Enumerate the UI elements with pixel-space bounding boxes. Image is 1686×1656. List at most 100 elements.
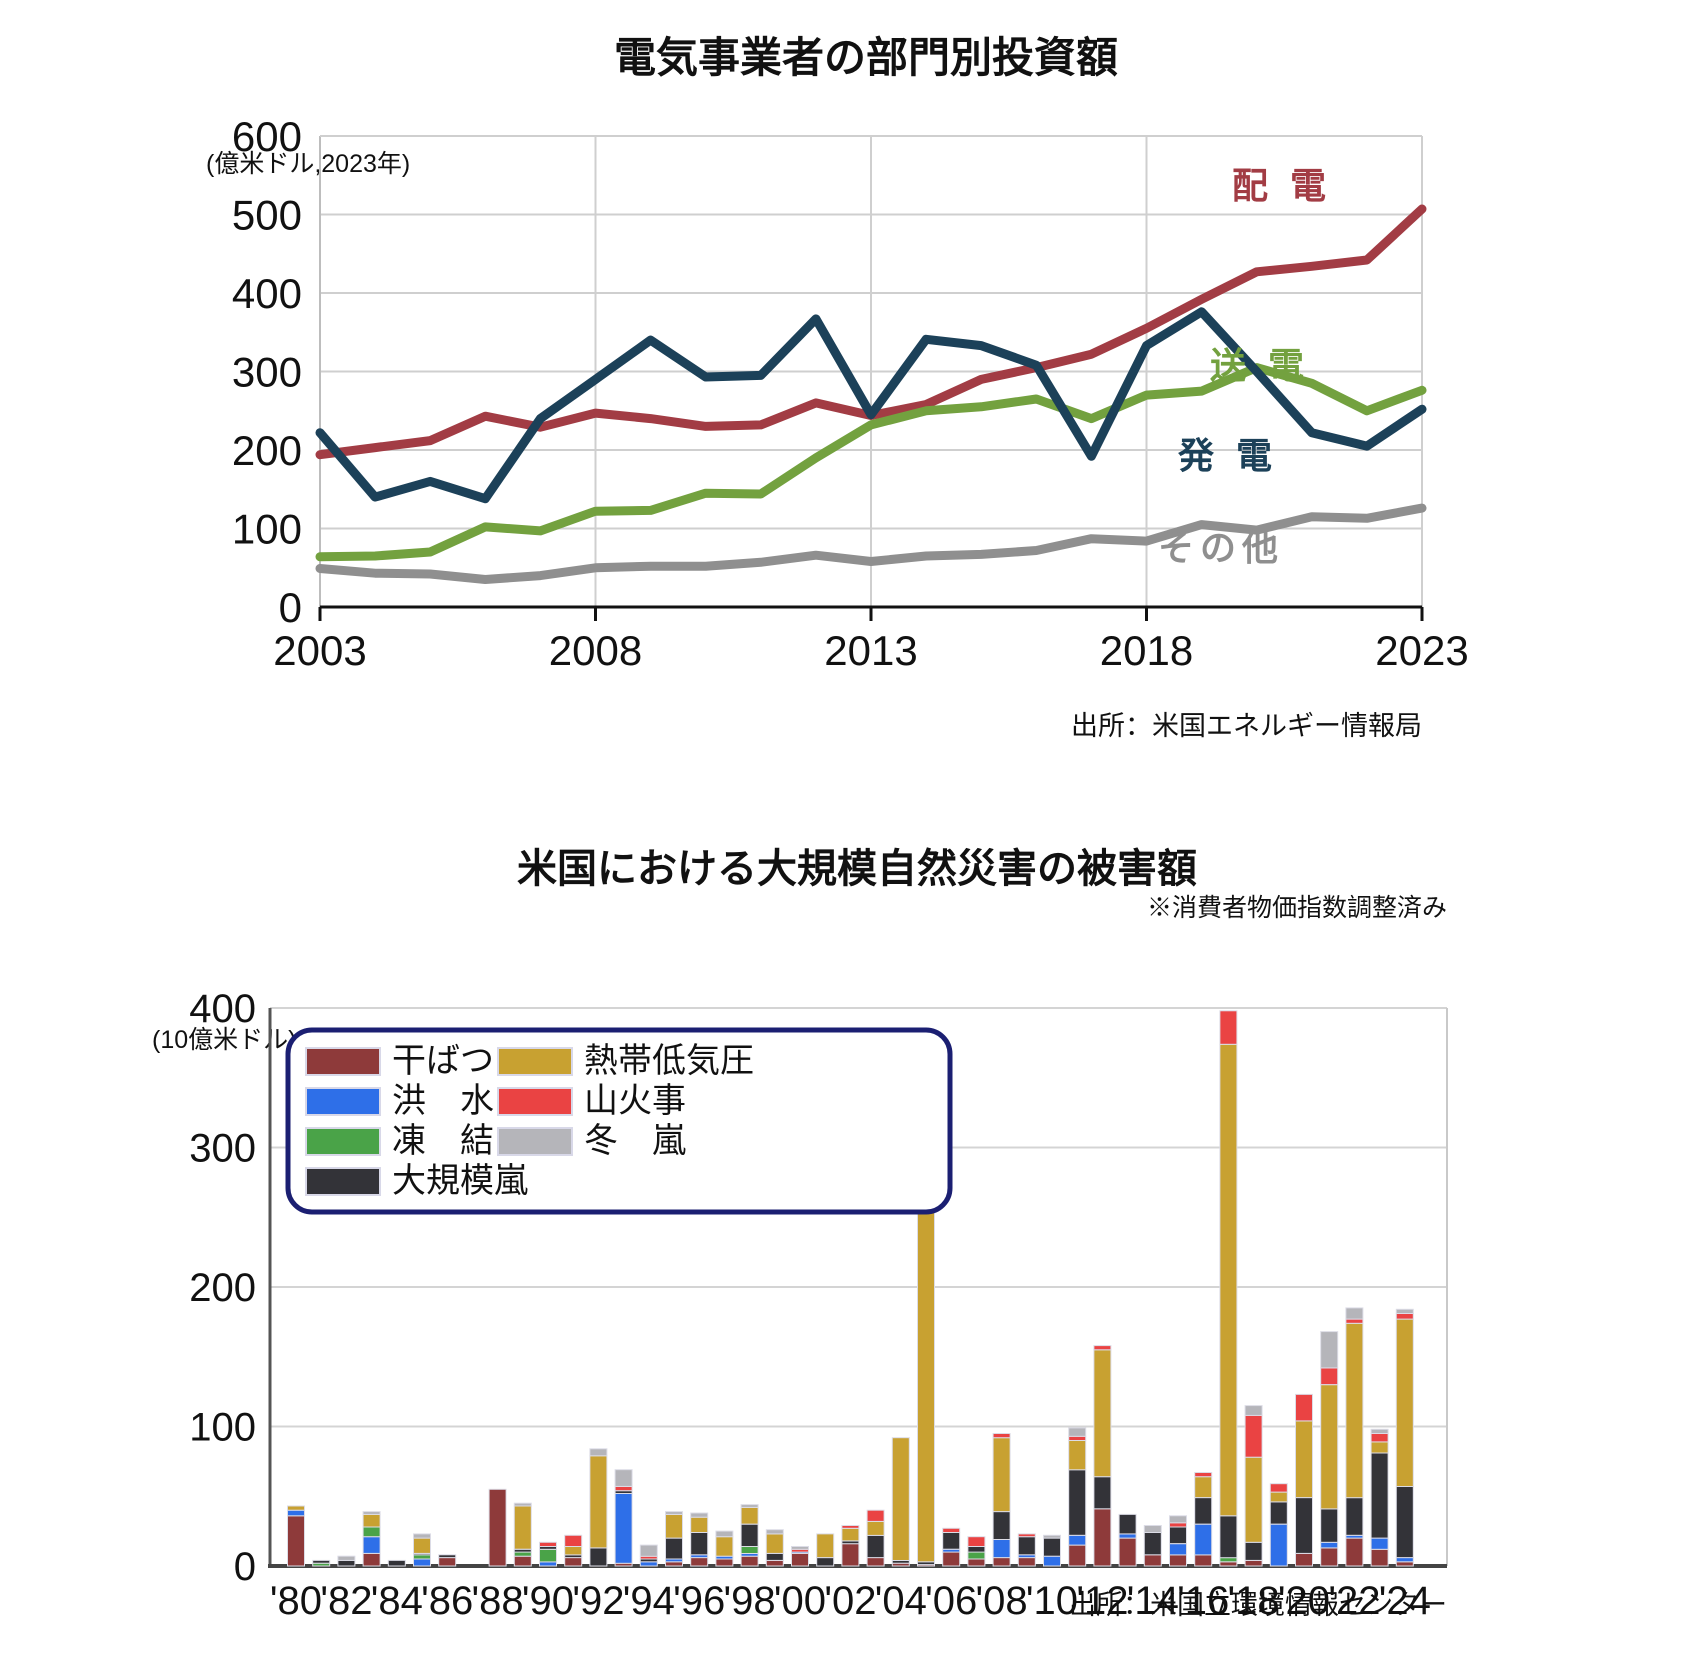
bar-seg-tropical_cyclone bbox=[1395, 1318, 1414, 1487]
chart2-unit-label: (10億米ドル) bbox=[152, 1026, 296, 1054]
bar-seg-tropical_cyclone bbox=[362, 1513, 381, 1528]
bar-seg-freeze bbox=[967, 1551, 986, 1560]
bar-seg-drought bbox=[1395, 1561, 1414, 1567]
bar-seg-wildfire bbox=[1244, 1414, 1263, 1458]
bar-seg-tropical_cyclone bbox=[564, 1546, 583, 1556]
chart1-unit-label: (億米ドル,2023年) bbox=[206, 150, 410, 178]
bar-seg-flood bbox=[942, 1548, 961, 1553]
bar-seg-winter_storm bbox=[690, 1512, 709, 1518]
bar-seg-drought bbox=[1295, 1552, 1313, 1567]
bar-seg-severe_storm bbox=[765, 1552, 784, 1561]
bar-seg-severe_storm bbox=[1269, 1501, 1288, 1525]
legend-swatch-winter_storm bbox=[497, 1127, 573, 1156]
chart1-source: 出所：米国エネルギー情報局 bbox=[1071, 711, 1422, 741]
x-tick-label: '10 bbox=[1026, 1579, 1078, 1623]
legend-swatch-severe_storm bbox=[305, 1167, 381, 1196]
bar-seg-severe_storm bbox=[740, 1523, 759, 1547]
legend-swatch-flood bbox=[305, 1087, 381, 1116]
bar-seg-flood bbox=[539, 1561, 557, 1567]
bar-seg-drought bbox=[665, 1561, 683, 1567]
bar-seg-wildfire bbox=[1370, 1433, 1389, 1443]
bar-seg-drought bbox=[967, 1558, 986, 1567]
bar-seg-drought bbox=[715, 1558, 734, 1567]
bar-seg-drought bbox=[1219, 1561, 1238, 1567]
bar-seg-drought bbox=[765, 1559, 784, 1567]
bar-seg-wildfire bbox=[1395, 1313, 1414, 1320]
bar-seg-wildfire bbox=[1194, 1472, 1213, 1478]
bar-seg-winter_storm bbox=[665, 1511, 683, 1515]
bar-seg-freeze bbox=[513, 1551, 532, 1557]
y-tick-label: 600 bbox=[232, 113, 302, 160]
bar-seg-severe_storm bbox=[1320, 1508, 1339, 1543]
line-series-発電 bbox=[315, 307, 1427, 504]
chart2-plot-area: 0 100 200 300 400 '80'82'84'86'88'90'92'94'96… bbox=[189, 987, 1448, 1623]
legend-swatch-tropical_cyclone bbox=[497, 1047, 573, 1076]
bar-seg-severe_storm bbox=[1017, 1536, 1036, 1556]
bar-seg-wildfire bbox=[866, 1509, 885, 1522]
bar-seg-winter_storm bbox=[1169, 1515, 1187, 1524]
y-tick-label: 100 bbox=[189, 1406, 256, 1450]
x-tick-label: '02 bbox=[824, 1579, 876, 1623]
x-tick-label: '04 bbox=[875, 1579, 927, 1623]
x-tick-label: '86 bbox=[421, 1579, 473, 1623]
x-tick-label: '06 bbox=[925, 1579, 977, 1623]
bar-seg-severe_storm bbox=[816, 1557, 835, 1567]
bar-seg-winter_storm bbox=[1370, 1428, 1389, 1435]
series-label-sonota: その他 bbox=[1158, 527, 1284, 568]
bar-seg-freeze bbox=[362, 1526, 381, 1538]
bar-seg-wildfire bbox=[1169, 1522, 1187, 1528]
x-tick-label: '14 bbox=[1127, 1579, 1179, 1623]
bar-seg-tropical_cyclone bbox=[1219, 1043, 1238, 1517]
bar-seg-tropical_cyclone bbox=[891, 1437, 910, 1561]
x-tick-label: '24 bbox=[1379, 1579, 1431, 1623]
series-label-hatsuden: 発 電 bbox=[1178, 435, 1278, 476]
bar-seg-drought bbox=[690, 1557, 709, 1567]
bar-seg-severe_storm bbox=[1395, 1486, 1414, 1559]
bar-seg-winter_storm bbox=[362, 1511, 381, 1515]
bar-seg-flood bbox=[362, 1536, 381, 1554]
bar-seg-wildfire bbox=[1219, 1010, 1238, 1045]
bar-seg-severe_storm bbox=[1169, 1526, 1187, 1545]
bar-seg-drought bbox=[1320, 1547, 1339, 1567]
bar-seg-tropical_cyclone bbox=[1244, 1456, 1263, 1543]
bar-seg-flood bbox=[413, 1558, 431, 1567]
bar-seg-severe_storm bbox=[1043, 1537, 1061, 1557]
x-tick-label: 2018 bbox=[1100, 627, 1193, 674]
bar-seg-tropical_cyclone bbox=[513, 1505, 532, 1550]
bar-seg-drought bbox=[1068, 1544, 1087, 1567]
bar-seg-freeze bbox=[740, 1546, 759, 1554]
chart1-title: 電気事業者の部門別投資額 bbox=[614, 34, 1118, 81]
bar-seg-severe_storm bbox=[942, 1532, 961, 1550]
legend-label-freeze: 凍 結 bbox=[392, 1122, 494, 1160]
legend-swatch-wildfire bbox=[497, 1087, 573, 1116]
legend-label-flood: 洪 水 bbox=[392, 1082, 494, 1120]
series-label-souden: 送 電 bbox=[1210, 345, 1310, 386]
bar-seg-winter_storm bbox=[715, 1530, 734, 1538]
bar-seg-winter_storm bbox=[337, 1555, 356, 1561]
legend-label-severe_storm: 大規模嵐 bbox=[392, 1162, 528, 1200]
bar-seg-drought bbox=[1194, 1554, 1213, 1567]
x-tick-label: '16 bbox=[1177, 1579, 1229, 1623]
bar-seg-tropical_cyclone bbox=[715, 1536, 734, 1557]
bar-seg-tropical_cyclone bbox=[1093, 1349, 1112, 1478]
bar-seg-winter_storm bbox=[791, 1546, 809, 1550]
bar-seg-tropical_cyclone bbox=[1370, 1441, 1389, 1454]
bar-seg-wildfire bbox=[942, 1527, 961, 1534]
bar-seg-severe_storm bbox=[992, 1511, 1011, 1540]
y-tick-label: 400 bbox=[232, 270, 302, 317]
bar-seg-flood bbox=[1194, 1523, 1213, 1556]
bar-seg-freeze bbox=[413, 1554, 431, 1560]
bar-seg-wildfire bbox=[1269, 1483, 1288, 1493]
bar-seg-severe_storm bbox=[589, 1547, 608, 1567]
x-tick-label: '90 bbox=[522, 1579, 574, 1623]
bar-seg-drought bbox=[362, 1552, 381, 1567]
bar-seg-wildfire bbox=[1345, 1318, 1364, 1324]
bar-seg-flood bbox=[1169, 1543, 1187, 1556]
bar-seg-flood bbox=[1043, 1555, 1061, 1567]
bar-seg-severe_storm bbox=[337, 1559, 356, 1567]
bar-seg-tropical_cyclone bbox=[740, 1506, 759, 1525]
legend-label-drought: 干ばつ bbox=[392, 1042, 494, 1080]
bar-seg-severe_storm bbox=[1219, 1515, 1238, 1559]
bar-seg-drought bbox=[1093, 1508, 1112, 1567]
bar-seg-winter_storm bbox=[1043, 1534, 1061, 1539]
